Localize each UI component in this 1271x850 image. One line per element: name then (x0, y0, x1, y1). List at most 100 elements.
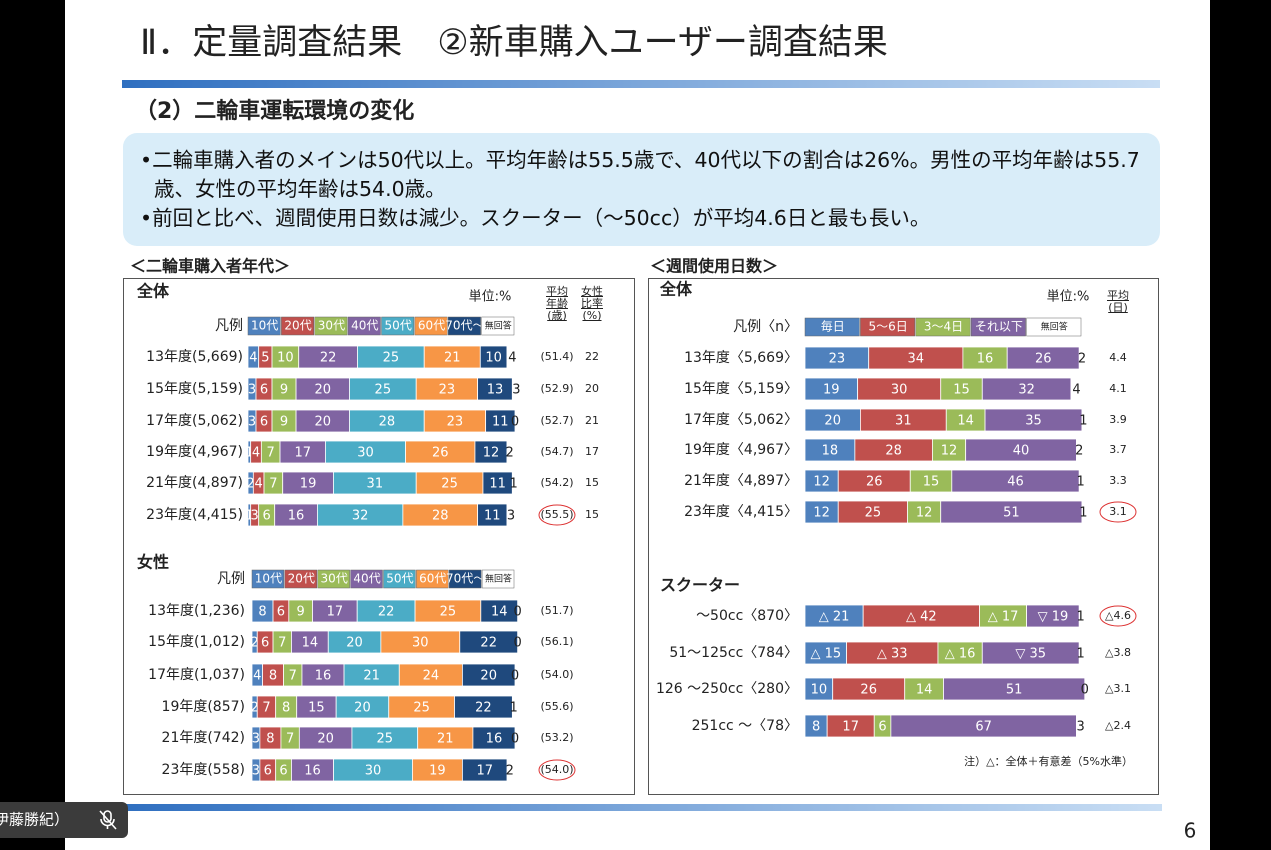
legend-swatch (251, 569, 285, 589)
category-label: 13年度(1,236) (148, 603, 245, 619)
segment-label: 10 (811, 683, 828, 698)
segment-label: 1 (1076, 647, 1084, 662)
segment-label: 8 (812, 720, 820, 735)
category-label: 15年度〈5,159〉 (684, 381, 798, 397)
category-label: 17年度(1,037) (148, 667, 245, 683)
segment-label: 24 (423, 669, 440, 684)
segment-label: 30 (891, 383, 908, 398)
segment-label: 8 (266, 732, 274, 747)
segment-label: 26 (1035, 352, 1052, 367)
category-label: 15年度(1,012) (148, 634, 245, 650)
bar-segment (506, 345, 519, 369)
legend-entry: 20代 (284, 319, 311, 333)
segment-label: 15 (953, 383, 970, 398)
category-label: 23年度(4,415) (146, 507, 243, 523)
column-value: (54.0) (540, 763, 573, 776)
segment-label: 3 (248, 415, 256, 430)
unit-label: 単位:% (1047, 289, 1090, 305)
legend-swatch (449, 569, 482, 589)
segment-label: 11 (492, 415, 509, 430)
segment-label: 4 (508, 351, 516, 366)
segment-label: 19 (300, 477, 317, 492)
segment-label: 8 (282, 701, 290, 716)
segment-label: 7 (286, 732, 294, 747)
segment-label: 19 (823, 383, 840, 398)
segment-label: 9 (297, 605, 305, 620)
legend-entry: 70代～ (446, 572, 485, 586)
segment-label: 30 (357, 446, 374, 461)
column-value: 15 (585, 476, 599, 489)
segment-label: 6 (279, 764, 287, 779)
segment-label: 25 (413, 701, 430, 716)
bar-segment (506, 440, 513, 464)
segment-label: 7 (269, 477, 277, 492)
segment-label: 2 (506, 446, 514, 461)
column-value: △4.6 (1105, 609, 1131, 622)
bar-segment (461, 663, 516, 687)
bar-segment (480, 599, 519, 623)
segment-label: 4 (1072, 383, 1080, 398)
bar-segment (1078, 346, 1086, 370)
legend-entry: 20代 (288, 572, 315, 586)
chart-title: 全体 (136, 282, 170, 301)
segment-label: 14 (491, 605, 508, 620)
segment-label: 17 (842, 720, 859, 735)
category-label: 19年度〈4,967〉 (684, 442, 798, 458)
segment-label: 1 (1076, 475, 1084, 490)
segment-label: 4 (253, 669, 261, 684)
category-label: ～50cc〈870〉 (696, 608, 798, 624)
segment-label: 21 (437, 732, 454, 747)
segment-label: 6 (878, 720, 886, 735)
segment-label: 35 (1025, 414, 1042, 429)
segment-label: 3 (512, 383, 520, 398)
column-value: 4.1 (1109, 382, 1127, 395)
bar-segment (1076, 714, 1086, 738)
segment-label: 2 (250, 701, 258, 716)
segment-label: 6 (260, 383, 268, 398)
legend-entry: 無回答 (485, 320, 512, 332)
segment-label: 25 (383, 351, 400, 366)
column-value: (52.9) (540, 382, 573, 395)
category-label: 251cc ～〈78〉 (692, 718, 798, 734)
category-label: 15年度(5,159) (146, 381, 243, 397)
segment-label: 23 (439, 383, 456, 398)
legend-entry: 70代～ (445, 319, 484, 333)
segment-label: △ 15 (810, 647, 841, 662)
segment-label: 3 (1076, 720, 1084, 735)
segment-label: 32 (1018, 383, 1035, 398)
segment-label: 20 (824, 414, 841, 429)
segment-label: 18 (822, 444, 839, 459)
segment-label: 1 (1076, 610, 1084, 625)
legend-entry: 無回答 (1041, 321, 1068, 333)
bar-segment (1070, 377, 1083, 401)
segment-label: 1 (1079, 506, 1087, 521)
segment-label: 15 (308, 701, 325, 716)
legend-entry: 30代 (318, 319, 345, 333)
segment-label: 6 (264, 764, 272, 779)
participant-tag (0, 802, 128, 838)
column-value: △3.8 (1105, 646, 1131, 659)
segment-label: 16 (304, 764, 321, 779)
segment-label: 4 (249, 351, 257, 366)
column-header: 平均(日) (1107, 289, 1129, 314)
bar-segment (1081, 408, 1086, 432)
segment-label: 14 (916, 683, 933, 698)
panel-title: ＜週間使用日数＞ (650, 257, 778, 276)
column-value: (54.2) (540, 476, 573, 489)
column-value: (56.1) (540, 635, 573, 648)
category-label: 23年度〈4,415〉 (684, 504, 798, 520)
segment-label: 2 (506, 764, 514, 779)
segment-label: 28 (885, 444, 902, 459)
legend-swatch (317, 569, 350, 589)
legend-entry: 50代 (386, 572, 413, 586)
segment-label: 67 (975, 720, 992, 735)
segment-label: 2 (250, 636, 258, 651)
legend-swatch (915, 317, 971, 337)
segment-label: 34 (908, 352, 925, 367)
segment-label: 20 (314, 383, 331, 398)
segment-label: 25 (377, 732, 394, 747)
category-label: 19年度(857) (162, 699, 245, 715)
category-label: 19年度(4,967) (146, 444, 243, 460)
legend-swatch (804, 317, 860, 337)
